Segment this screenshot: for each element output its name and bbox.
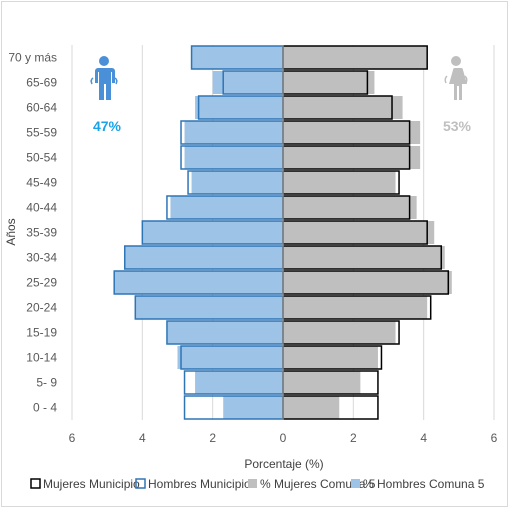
bar-mujeres-comuna-5 [283,371,361,394]
y-tick-label: 35-39 [26,226,57,240]
y-tick-labels: 0 - 4 5- 9 10-14 15-19 20-24 25-29 30-34 35-39 4… [8,51,57,415]
female-person-icon [444,56,468,100]
bar-mujeres-comuna-5 [283,221,435,244]
bar-mujeres-comuna-5 [283,196,417,219]
bar-hombres-comuna-5 [142,221,283,244]
bar-hombres-comuna-5 [124,246,283,269]
bar-hombres-comuna-5 [184,146,283,169]
y-tick-label: 50-54 [26,151,57,165]
bar-hombres-comuna-5 [191,46,283,69]
bar-mujeres-comuna-5 [283,346,378,369]
bar-mujeres-comuna-5 [283,146,421,169]
bar-mujeres-comuna-5 [283,271,452,294]
y-axis-title: Años [4,218,18,245]
x-axis-title: Porcentaje (%) [244,457,323,471]
y-tick-label: 40-44 [26,201,57,215]
x-tick-label: 6 [491,431,498,445]
bar-hombres-comuna-5 [223,396,283,419]
bar-hombres-comuna-5 [212,71,283,94]
bar-hombres-comuna-5 [184,121,283,144]
y-tick-label: 60-64 [26,101,57,115]
bar-hombres-comuna-5 [195,371,283,394]
x-tick-labels: 6 4 2 0 2 4 6 [69,431,498,445]
bar-mujeres-comuna-5 [283,46,428,69]
bar-hombres-comuna-5 [191,171,283,194]
legend-swatch [248,479,257,488]
y-tick-label: 25-29 [26,276,57,290]
y-tick-label: 30-34 [26,251,57,265]
bar-hombres-comuna-5 [177,346,283,369]
x-tick-label: 4 [139,431,146,445]
legend-swatch [30,478,41,489]
x-tick-label: 0 [280,431,287,445]
y-tick-label: 70 y más [8,51,57,65]
legend-label: Mujeres Municipio [43,477,140,491]
male-person-icon [90,56,118,100]
legend: Mujeres Municipio Hombres Municipio % Muje… [30,477,485,491]
y-tick-label: 20-24 [26,301,57,315]
bar-mujeres-comuna-5 [283,71,375,94]
legend-swatch [351,479,360,488]
legend-swatch [135,478,146,489]
bar-mujeres-comuna-5 [283,96,403,119]
x-tick-label: 2 [209,431,216,445]
bar-mujeres-comuna-5 [283,396,340,419]
legend-label: Hombres Municipio [148,477,251,491]
legend-label: % Hombres Comuna 5 [363,477,485,491]
y-tick-label: 65-69 [26,76,57,90]
bar-hombres-comuna-5 [135,296,283,319]
y-tick-label: 5- 9 [36,376,57,390]
bar-mujeres-comuna-5 [283,171,396,194]
x-tick-label: 6 [69,431,76,445]
y-tick-label: 55-59 [26,126,57,140]
bars-layer [113,45,452,420]
legend-label: % Mujeres Comuna 5 [260,477,376,491]
x-tick-label: 2 [350,431,357,445]
bar-hombres-comuna-5 [170,196,283,219]
bar-hombres-comuna-5 [166,321,283,344]
bar-mujeres-comuna-5 [283,121,421,144]
y-tick-label: 15-19 [26,326,57,340]
y-tick-label: 45-49 [26,176,57,190]
male-percentage: 47% [93,118,122,134]
y-tick-label: 0 - 4 [33,401,57,415]
female-percentage: 53% [443,118,472,134]
bar-mujeres-comuna-5 [283,296,428,319]
x-tick-label: 4 [420,431,427,445]
y-tick-label: 10-14 [26,351,57,365]
bar-mujeres-comuna-5 [283,321,396,344]
bar-mujeres-comuna-5 [283,246,445,269]
bar-hombres-comuna-5 [195,96,283,119]
bar-hombres-comuna-5 [114,271,283,294]
